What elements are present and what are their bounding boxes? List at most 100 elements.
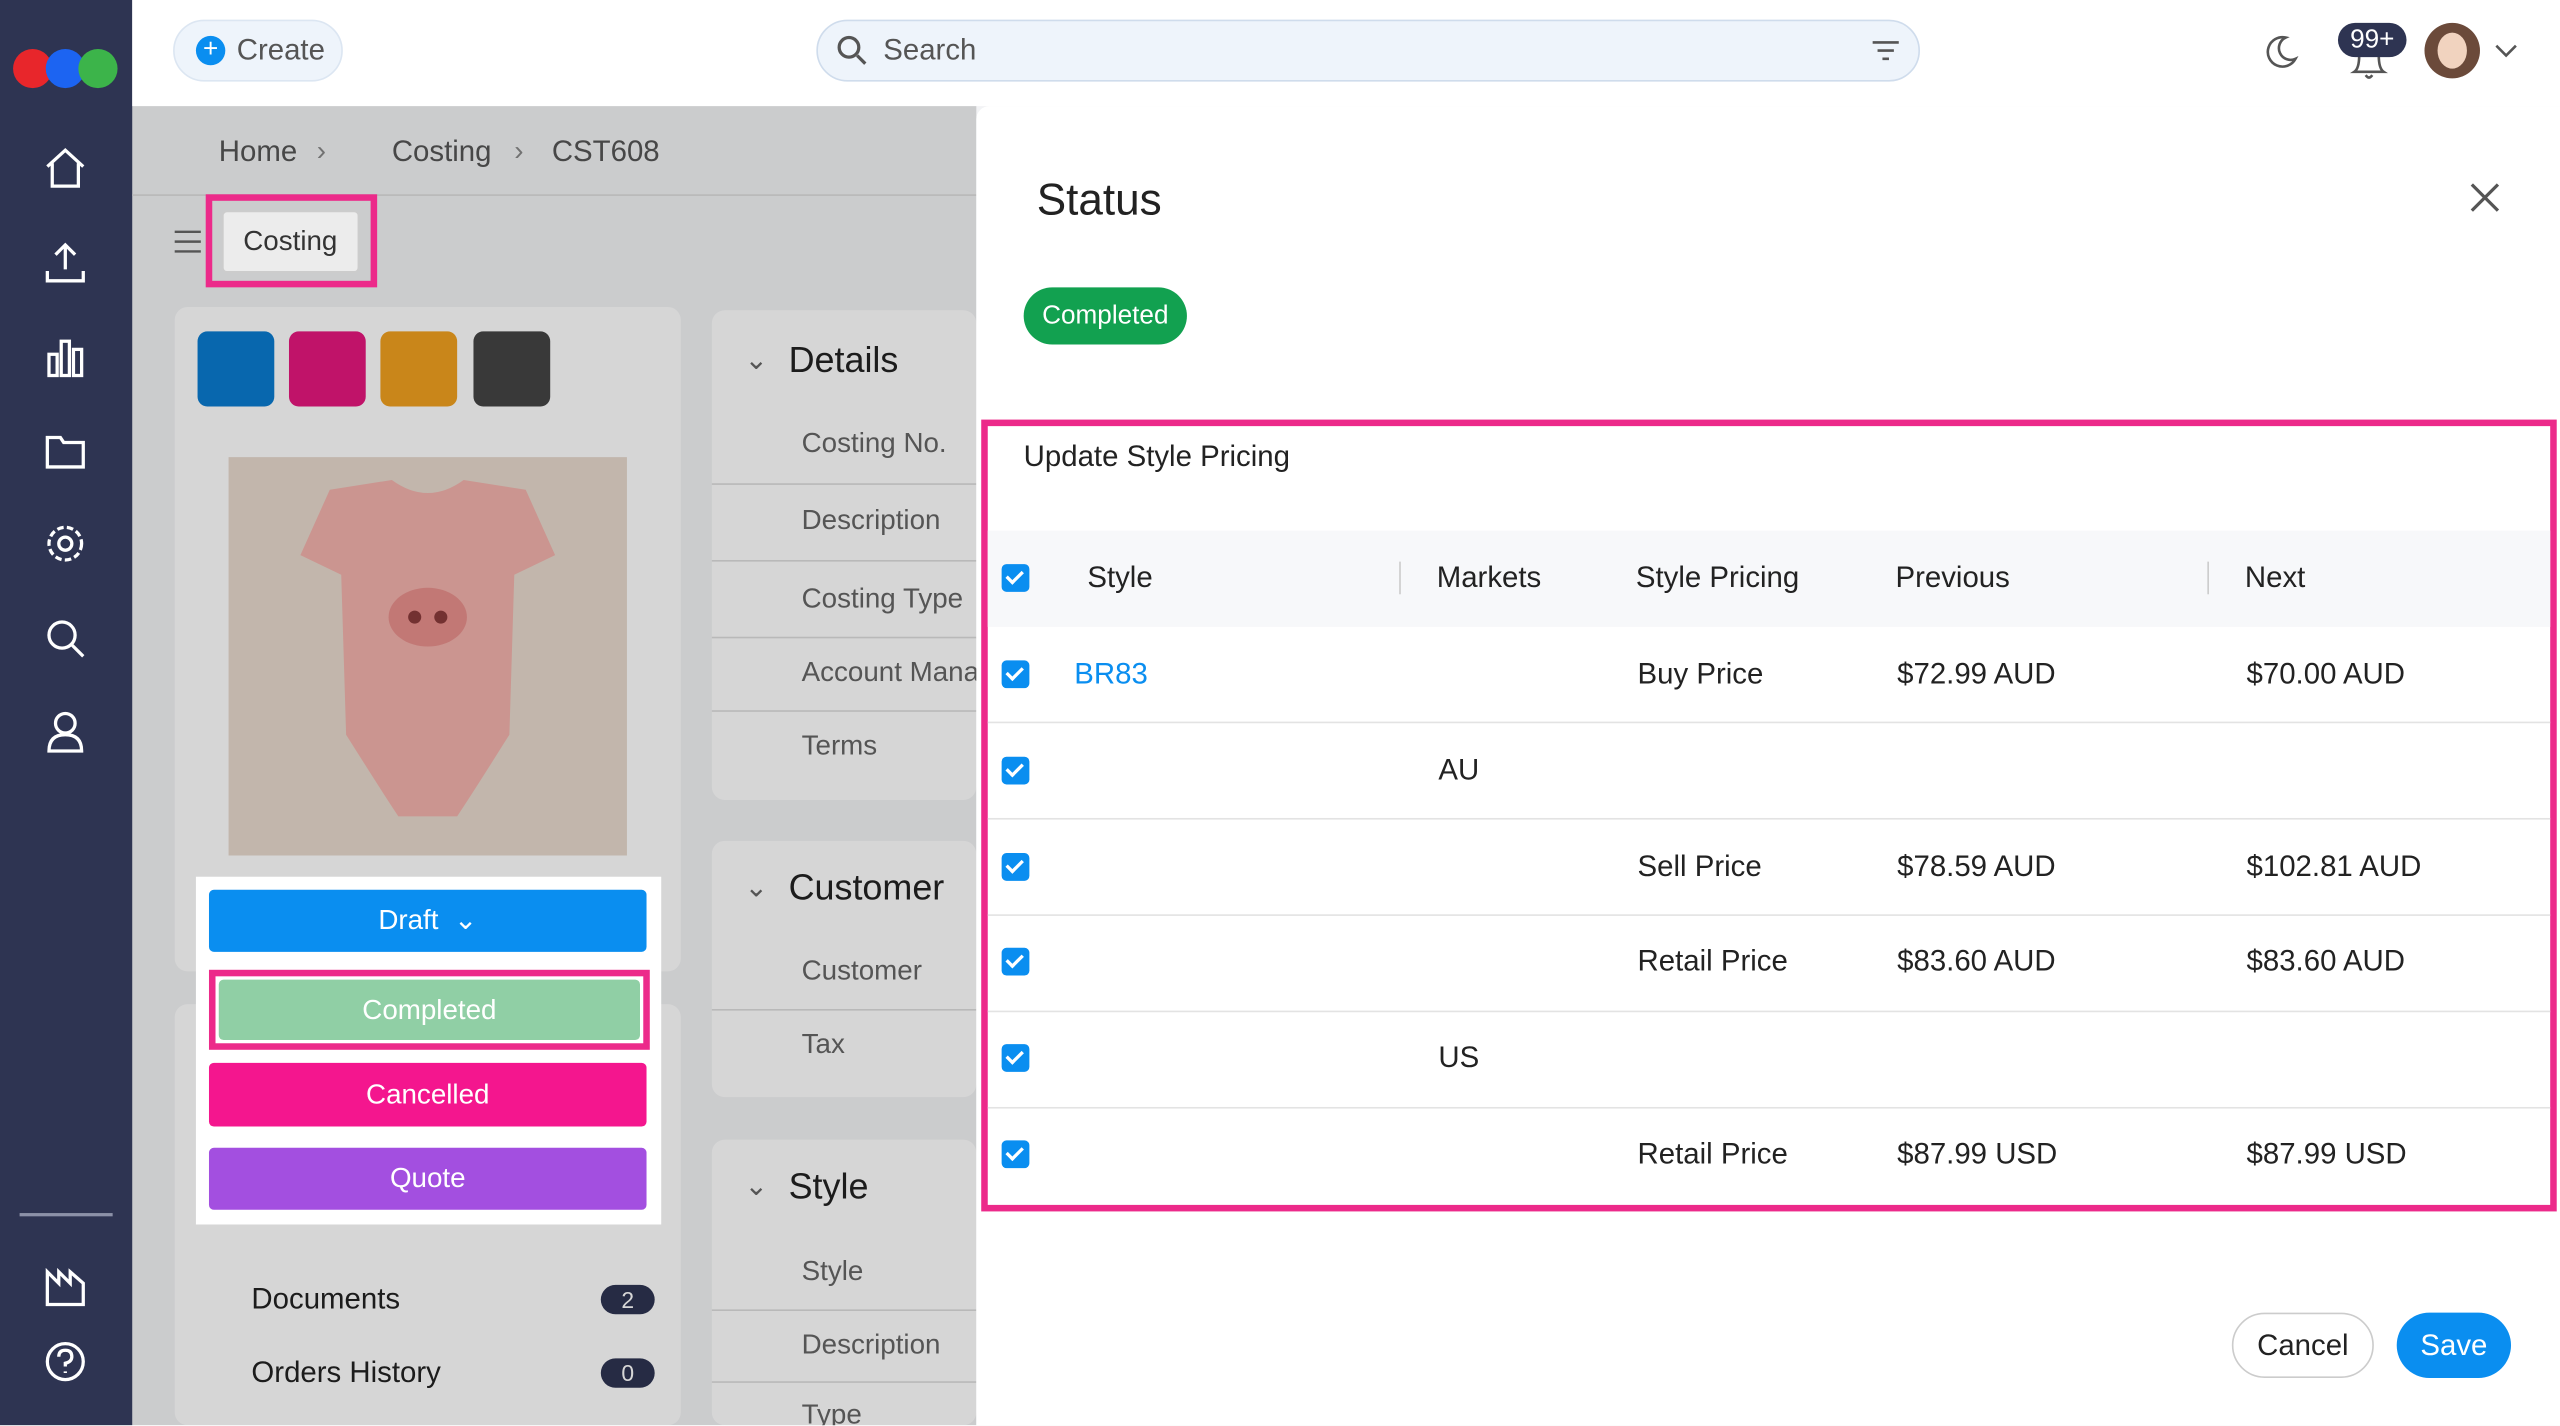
breadcrumb[interactable]: Costing: [391, 134, 492, 168]
avatar[interactable]: [2424, 22, 2480, 79]
row-divider: [711, 1008, 977, 1010]
column-header: Next: [2244, 560, 2306, 594]
row-divider: [711, 635, 977, 638]
row-divider: [987, 722, 2551, 724]
cell: $87.99 USD: [1897, 1137, 2058, 1170]
row-divider: [711, 482, 977, 485]
section-caret[interactable]: ⌄: [744, 1170, 768, 1202]
highlight: [205, 194, 378, 288]
upload-icon[interactable]: [42, 240, 88, 286]
field-label: Description: [801, 1328, 941, 1360]
plus-icon: +: [195, 35, 226, 66]
cancel-button[interactable]: Cancel: [2231, 1312, 2374, 1378]
field-label: Costing No.: [801, 427, 947, 459]
row-divider: [711, 709, 977, 712]
tab[interactable]: [222, 210, 360, 273]
field-label: Terms: [801, 729, 878, 761]
section-title: Style: [788, 1165, 869, 1207]
cell: $87.99 USD: [2246, 1137, 2407, 1170]
link-label[interactable]: Orders History: [251, 1355, 441, 1389]
column-divider: [1399, 561, 1401, 595]
table-header: [987, 530, 2551, 627]
status-badge: Completed: [1023, 287, 1187, 345]
row-divider: [987, 1106, 2551, 1108]
overlay[interactable]: [132, 106, 977, 1426]
column-header: Previous: [1895, 560, 2010, 594]
settings-icon[interactable]: [42, 521, 88, 567]
breadcrumb[interactable]: Home: [218, 134, 298, 168]
tool-icon[interactable]: [197, 331, 275, 407]
factory-icon[interactable]: [42, 1264, 88, 1310]
status-option[interactable]: Completed: [218, 979, 640, 1040]
tab-label: Costing: [243, 225, 338, 257]
close-button[interactable]: [2469, 181, 2502, 214]
menu-icon[interactable]: [173, 229, 202, 255]
filter-icon[interactable]: [1871, 38, 1900, 64]
checkbox[interactable]: [1001, 564, 1030, 592]
tool-icon[interactable]: [380, 331, 458, 407]
help-icon[interactable]: [42, 1339, 88, 1385]
section-title: Customer: [788, 866, 945, 908]
cell: $78.59 AUD: [1897, 849, 2056, 882]
status-option[interactable]: Cancelled: [208, 1062, 647, 1127]
count-badge: 0: [600, 1358, 655, 1388]
divider: [19, 1213, 113, 1217]
column-header: Style: [1087, 560, 1153, 594]
status-button[interactable]: Draft ⌄: [208, 889, 647, 952]
search-glyph: [837, 35, 867, 65]
avatar-caret[interactable]: [2493, 41, 2519, 61]
cell: AU: [1438, 753, 1480, 786]
home-icon[interactable]: [42, 145, 88, 191]
checkbox[interactable]: [1001, 1044, 1030, 1073]
breadcrumb-separator: ›: [514, 135, 524, 167]
tool-icon[interactable]: [473, 331, 551, 407]
cell: Sell Price: [1637, 849, 1762, 882]
style-card: [711, 1139, 977, 1426]
cell: $70.00 AUD: [2246, 657, 2406, 690]
save-button[interactable]: Save: [2396, 1312, 2512, 1378]
checkbox[interactable]: [1001, 1140, 1030, 1169]
count-badge: 2: [600, 1284, 655, 1315]
column-header: Style Pricing: [1635, 560, 1800, 594]
dark-mode-toggle[interactable]: [2261, 33, 2300, 72]
field-label: Tax: [801, 1028, 845, 1060]
field-label: Style: [801, 1255, 864, 1287]
row-divider: [987, 914, 2551, 916]
row-divider: [711, 1308, 977, 1311]
cell: $72.99 AUD: [1897, 657, 2056, 690]
breadcrumb: CST608: [551, 134, 660, 168]
row-divider: [987, 818, 2551, 820]
user-icon[interactable]: [42, 709, 88, 755]
cell: Buy Price: [1637, 657, 1764, 690]
search-box[interactable]: [816, 19, 1920, 82]
field-label: Costing Type: [801, 582, 964, 614]
column-divider: [2207, 561, 2209, 595]
checkbox[interactable]: [1001, 948, 1030, 977]
reports-icon[interactable]: [42, 335, 88, 381]
tool-icon[interactable]: [288, 331, 366, 407]
search-placeholder: Search: [883, 33, 977, 67]
search-icon[interactable]: [42, 616, 88, 662]
link-label[interactable]: Documents: [251, 1282, 401, 1316]
cell: US: [1438, 1041, 1480, 1074]
details-card: [711, 310, 977, 800]
style-link[interactable]: BR83: [1074, 657, 1148, 690]
section-caret[interactable]: ⌄: [744, 871, 768, 903]
create-label: Create: [236, 33, 325, 67]
highlight: [208, 969, 650, 1050]
checkbox[interactable]: [1001, 756, 1030, 785]
modal-title: Status: [1036, 175, 1162, 225]
section-title: Update Style Pricing: [1023, 439, 1290, 473]
status-option[interactable]: Quote: [208, 1147, 647, 1210]
section-caret[interactable]: ⌄: [744, 344, 768, 376]
column-header: Markets: [1436, 560, 1542, 594]
breadcrumb-separator: ›: [316, 135, 326, 167]
divider: [132, 194, 977, 196]
folder-icon[interactable]: [42, 428, 88, 474]
row-divider: [711, 1380, 977, 1383]
cell: $102.81 AUD: [2246, 849, 2422, 882]
checkbox[interactable]: [1001, 660, 1030, 689]
checkbox[interactable]: [1001, 852, 1030, 881]
customer-card: [711, 840, 977, 1098]
